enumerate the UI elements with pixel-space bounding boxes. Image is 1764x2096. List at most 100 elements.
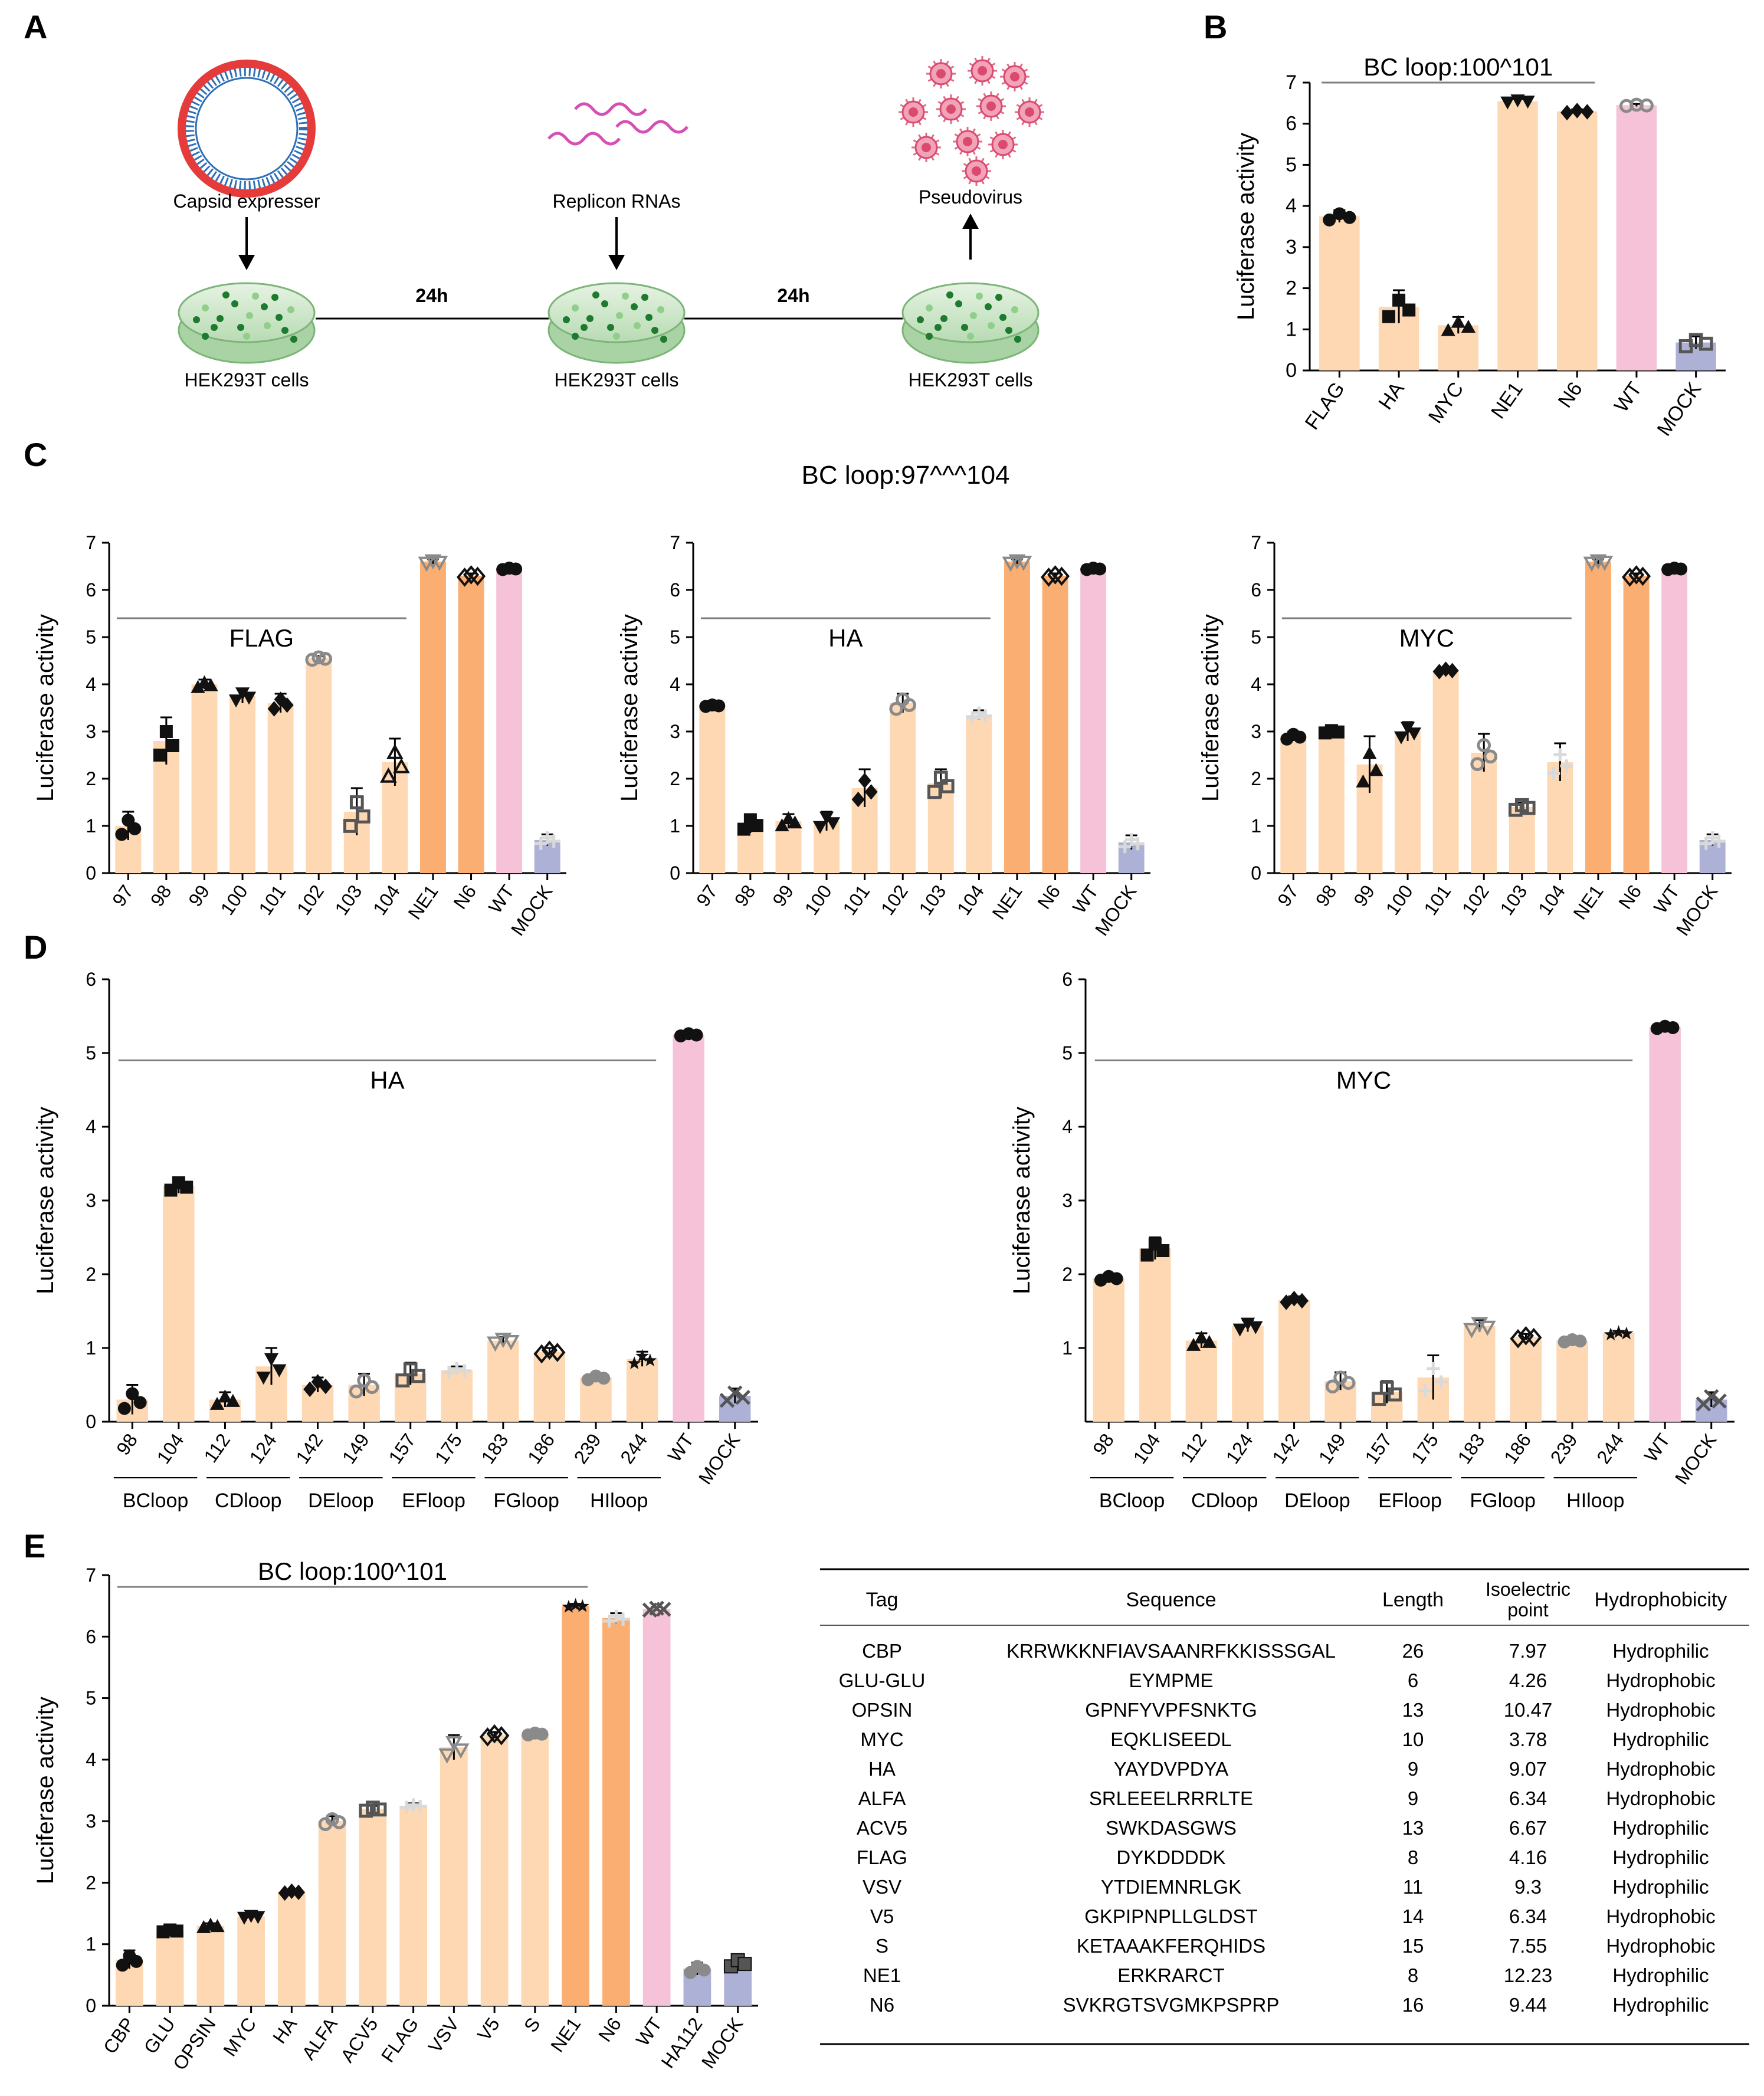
data-point xyxy=(1156,1244,1170,1257)
data-point xyxy=(280,697,294,713)
data-point xyxy=(927,785,942,799)
capsid-expresser-label: Capsid expresser xyxy=(173,191,320,212)
data-point xyxy=(1553,748,1567,762)
data-point xyxy=(166,739,179,752)
bar xyxy=(487,1340,519,1422)
y-tick-label: 5 xyxy=(86,626,96,648)
x-tick-label: WT xyxy=(1610,378,1646,416)
data-point xyxy=(305,652,320,667)
bar xyxy=(626,1359,658,1422)
table-row: VSV YTDIEMNRLGK 11 9.3 Hydrophilic xyxy=(863,1876,1709,1898)
x-tick-label: 124 xyxy=(1222,1429,1257,1467)
x-tick-label: 103 xyxy=(330,881,366,919)
data-point xyxy=(1596,556,1614,571)
data-point xyxy=(1118,840,1132,854)
bar xyxy=(1280,736,1307,873)
table-cell: 7.55 xyxy=(1509,1935,1547,1957)
x-tick-label: 99 xyxy=(1349,881,1379,910)
group-label: HA xyxy=(828,624,863,652)
data-point xyxy=(851,792,865,808)
x-tick-label: 157 xyxy=(384,1429,419,1467)
y-tick-label: 1 xyxy=(86,1337,96,1359)
data-point xyxy=(479,1727,496,1747)
data-point xyxy=(365,1380,379,1395)
data-point xyxy=(450,1362,464,1375)
table-row: NE1 ERKRARCT 8 12.23 Hydrophilic xyxy=(863,1964,1709,1986)
data-point xyxy=(115,828,129,841)
data-point xyxy=(825,817,841,831)
group-label: MYC xyxy=(1336,1067,1391,1094)
table-cell: 6.67 xyxy=(1509,1817,1547,1839)
x-tick-label: 142 xyxy=(291,1429,327,1467)
data-point xyxy=(1711,1393,1727,1409)
table-row: ACV5 SWKDASGWS 13 6.67 Hydrophilic xyxy=(857,1817,1709,1839)
x-tick-label: 98 xyxy=(730,881,760,910)
y-tick-label: 6 xyxy=(670,579,680,601)
loop-label: CDloop xyxy=(1191,1490,1258,1512)
data-point xyxy=(1666,1021,1680,1034)
data-point xyxy=(575,1599,589,1612)
y-tick-label: 3 xyxy=(1286,236,1297,258)
x-tick-label: N6 xyxy=(1554,378,1587,412)
data-point xyxy=(267,701,281,717)
data-point xyxy=(656,1602,671,1617)
data-point xyxy=(1110,1272,1123,1285)
data-point xyxy=(812,821,828,834)
y-axis-label: Luciferase activity xyxy=(32,614,58,802)
data-point xyxy=(562,1599,576,1613)
data-point xyxy=(727,1385,743,1401)
bar xyxy=(1432,670,1459,873)
table-cell: VSV xyxy=(863,1876,901,1898)
data-point xyxy=(1388,1387,1402,1402)
data-point xyxy=(509,562,523,576)
bar xyxy=(890,703,916,873)
table-cell: 8 xyxy=(1408,1964,1418,1986)
table-cell: NE1 xyxy=(863,1964,901,1986)
x-tick-label: 102 xyxy=(1458,881,1493,919)
bar xyxy=(237,1916,265,2006)
x-tick-label: 186 xyxy=(523,1429,559,1467)
y-axis-label: Luciferase activity xyxy=(1009,1107,1035,1294)
y-tick-label: 0 xyxy=(1286,359,1297,382)
loop-label: FGloop xyxy=(493,1490,559,1512)
x-tick-label: 102 xyxy=(293,881,328,919)
table-header: Hydrophobicity xyxy=(1595,1589,1727,1611)
x-tick-label: 239 xyxy=(1546,1429,1582,1467)
x-tick-label: 183 xyxy=(477,1429,512,1467)
x-tick-label: 97 xyxy=(108,881,137,910)
bar xyxy=(399,1806,427,2006)
data-point xyxy=(1477,738,1491,753)
data-point xyxy=(126,1387,139,1400)
bar xyxy=(156,1930,184,2006)
data-point xyxy=(1015,556,1032,571)
data-point xyxy=(1394,731,1409,744)
y-axis-label: Luciferase activity xyxy=(32,1697,58,1884)
x-tick-label: MOCK xyxy=(1672,881,1722,939)
y-tick-label: 0 xyxy=(670,862,680,884)
y-tick-label: 3 xyxy=(86,1810,96,1832)
data-point xyxy=(735,1389,750,1405)
bar xyxy=(1497,101,1538,370)
data-point xyxy=(972,706,986,720)
table-cell: GPNFYVPFSNKTG xyxy=(1085,1699,1257,1721)
data-point xyxy=(319,1378,332,1395)
data-point xyxy=(356,809,370,824)
y-axis-label: Luciferase activity xyxy=(32,1107,58,1294)
data-point xyxy=(1372,1392,1386,1406)
data-point xyxy=(1240,1317,1255,1331)
x-tick-label: 102 xyxy=(877,881,912,919)
data-point xyxy=(1392,293,1406,307)
bar xyxy=(196,1926,225,2006)
x-tick-label: VSV xyxy=(424,2013,464,2057)
data-point xyxy=(1674,562,1688,576)
x-tick-label: HA112 xyxy=(657,2013,706,2072)
table-row: OPSIN GPNFYVPFSNKTG 13 10.47 Hydrophobic xyxy=(852,1699,1716,1721)
table-row: MYC EQKLISEEDL 10 3.78 Hydrophilic xyxy=(860,1728,1709,1750)
bar xyxy=(602,1618,630,2006)
bar xyxy=(1623,576,1650,873)
data-point xyxy=(318,651,333,666)
data-point xyxy=(442,1366,455,1379)
data-point xyxy=(210,1919,225,1933)
bar xyxy=(1319,216,1360,370)
